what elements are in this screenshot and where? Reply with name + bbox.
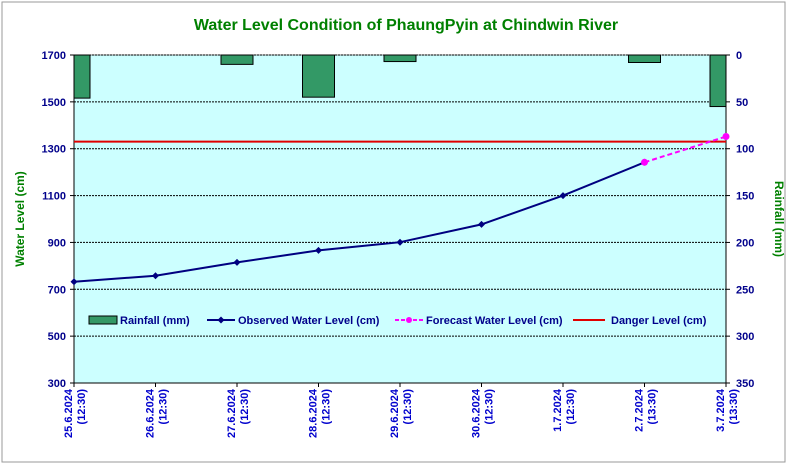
- forecast-water-level-series: [641, 133, 730, 166]
- x-tick-time-label: (12:30): [239, 389, 251, 425]
- rainfall-bars: [73, 54, 727, 108]
- y-tick-label: 1300: [42, 144, 66, 156]
- y-tick-label: 1700: [42, 50, 66, 62]
- x-tick-label: 26.6.2024: [145, 388, 157, 438]
- legend-marker-forecast: [406, 317, 412, 323]
- observed-point: [396, 238, 404, 246]
- x-tick-time-label: (12:30): [484, 389, 496, 425]
- y2-tick-label: 150: [736, 191, 754, 203]
- y-tick-label: 500: [48, 331, 66, 343]
- rainfall-bar: [628, 54, 661, 63]
- forecast-point: [641, 158, 648, 166]
- y2-tick-label: 100: [736, 144, 754, 156]
- legend-label: Rainfall (mm): [120, 315, 190, 327]
- rainfall-bar: [302, 54, 335, 98]
- x-tick-time-label: (12:30): [76, 389, 88, 425]
- y2-tick-label: 350: [736, 378, 754, 390]
- observed-point: [152, 272, 159, 280]
- y2-tick-label: 250: [736, 284, 754, 296]
- x-tick-time-label: (12:30): [565, 389, 577, 425]
- right-y-axis-ticks: 0 50 100 150 200 250 300 350: [726, 50, 754, 390]
- y-tick-label: 1100: [42, 191, 66, 203]
- x-tick-label-group: 29.6.2024 (12:30): [389, 388, 414, 438]
- x-axis-ticks: 25.6.2024 (12:30) 26.6.2024 (12:30) 27.6.202…: [63, 383, 740, 438]
- y2-tick-label: 50: [736, 97, 748, 109]
- x-tick-label: 29.6.2024: [389, 388, 401, 438]
- y-tick-label: 900: [48, 237, 66, 249]
- left-y-axis-ticks: 300 500 700 900 1100 1300 1500 1700: [42, 50, 74, 390]
- rainfall-bar: [709, 54, 727, 108]
- x-tick-time-label: (12:30): [158, 389, 170, 425]
- x-tick-label-group: 3.7.2024 (13:30): [715, 388, 740, 432]
- observed-point: [478, 220, 485, 228]
- observed-point: [233, 258, 241, 266]
- legend-label: Forecast Water Level (cm): [426, 315, 563, 327]
- rainfall-bar: [220, 54, 254, 65]
- y-tick-label: 700: [48, 284, 66, 296]
- observed-point: [70, 278, 78, 286]
- y-axis-title: Water Level (cm): [13, 171, 27, 267]
- forecast-line: [644, 135, 727, 164]
- observed-point: [315, 246, 322, 254]
- x-tick-label: 1.7.2024: [552, 388, 564, 432]
- legend: Rainfall (mm) Observed Water Level (cm) Fo…: [88, 315, 707, 327]
- x-tick-label: 25.6.2024: [63, 388, 75, 438]
- observed-point: [559, 192, 567, 200]
- chart-title: Water Level Condition of PhaungPyin at C…: [194, 17, 618, 34]
- y-tick-label: 1500: [42, 97, 66, 109]
- x-tick-time-label: (12:30): [321, 389, 333, 425]
- rainfall-bar: [73, 54, 91, 99]
- x-tick-label-group: 27.6.2024 (12:30): [226, 388, 251, 438]
- x-tick-label: 30.6.2024: [471, 388, 483, 438]
- forecast-point: [722, 133, 730, 141]
- legend-marker-observed: [217, 316, 225, 324]
- x-tick-label: 27.6.2024: [226, 388, 238, 438]
- y2-tick-label: 300: [736, 331, 754, 343]
- x-tick-label-group: 28.6.2024 (12:30): [308, 388, 333, 438]
- plot-area: [73, 54, 727, 384]
- legend-swatch-rainfall: [88, 315, 118, 325]
- x-tick-time-label: (13:30): [728, 389, 740, 425]
- x-tick-label-group: 26.6.2024 (12:30): [145, 388, 170, 438]
- x-tick-label-group: 1.7.2024 (12:30): [552, 388, 577, 432]
- x-tick-label: 28.6.2024: [308, 388, 320, 438]
- x-tick-time-label: (13:30): [647, 389, 659, 425]
- legend-label: Observed Water Level (cm): [238, 315, 380, 327]
- y2-axis-title: Rainfall (mm): [772, 181, 786, 257]
- x-tick-label: 2.7.2024: [634, 388, 646, 432]
- y2-tick-label: 200: [736, 237, 754, 249]
- rainfall-bar: [383, 54, 417, 63]
- legend-label: Danger Level (cm): [611, 315, 707, 327]
- observed-line: [73, 161, 645, 283]
- x-tick-label: 3.7.2024: [715, 388, 727, 432]
- x-tick-time-label: (12:30): [402, 389, 414, 425]
- x-tick-label-group: 25.6.2024 (12:30): [63, 388, 88, 438]
- y2-tick-label: 0: [736, 50, 742, 62]
- y-tick-label: 300: [48, 378, 66, 390]
- x-tick-label-group: 30.6.2024 (12:30): [471, 388, 496, 438]
- x-tick-label-group: 2.7.2024 (13:30): [634, 388, 659, 432]
